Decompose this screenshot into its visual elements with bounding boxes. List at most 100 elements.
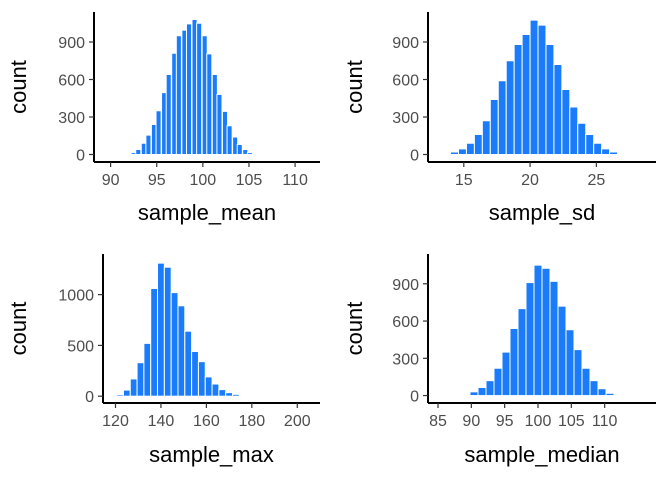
histogram-bar	[485, 380, 495, 397]
histogram-bar	[569, 106, 579, 155]
histogram-bar	[157, 262, 165, 397]
histogram-bar	[521, 34, 531, 155]
y-tick-label: 0	[410, 148, 419, 165]
histogram-bar	[150, 288, 159, 397]
histogram-bar	[461, 394, 471, 397]
x-tick-label: 25	[587, 172, 605, 189]
histogram-bar	[585, 134, 595, 155]
bars	[116, 262, 254, 397]
y-tick-label: 600	[58, 73, 85, 90]
histogram-bar	[609, 151, 619, 155]
histogram-bar	[116, 394, 124, 397]
histogram-bar	[191, 351, 199, 397]
histogram-bar	[197, 361, 206, 397]
y-tick-label: 600	[392, 314, 419, 331]
histogram-bar	[545, 44, 555, 155]
histogram-bar	[236, 144, 243, 155]
y-tick-label: 300	[392, 351, 419, 368]
y-tick-label: 1000	[58, 288, 94, 305]
histogram-bar	[136, 362, 145, 397]
histogram-bar	[617, 153, 627, 155]
x-tick-label: 90	[462, 413, 480, 430]
x-tick-label: 140	[148, 413, 175, 430]
histogram-bar	[206, 53, 213, 156]
x-tick-label: 120	[102, 413, 129, 430]
y-tick-label: 900	[392, 277, 419, 294]
histogram-bar	[155, 110, 162, 155]
histogram-bar	[473, 134, 483, 155]
x-tick-label: 110	[282, 172, 308, 189]
y-axis-title: count	[342, 60, 367, 114]
histogram-bar	[245, 395, 254, 397]
histogram-bar	[565, 329, 575, 397]
y-tick-label: 0	[76, 148, 85, 165]
histogram-bar	[557, 305, 567, 397]
histogram-bar	[497, 80, 507, 155]
histogram-bar	[597, 388, 607, 397]
histogram-panel-sample_sd: 0 300 600 900 15 20 25 sample_sd count	[342, 12, 656, 225]
histogram-bar	[605, 392, 615, 397]
y-axis-title: count	[342, 302, 367, 356]
x-tick-label: 180	[238, 413, 265, 430]
histogram-bar	[450, 151, 459, 155]
histogram-bar	[493, 367, 503, 397]
histogram-bar	[529, 19, 539, 156]
x-axis-title: sample_median	[464, 442, 619, 467]
histogram-bar	[165, 74, 172, 155]
histogram-bar	[218, 389, 227, 397]
histogram-bar	[185, 23, 193, 156]
histogram-bar	[204, 376, 213, 397]
histogram-bar	[537, 24, 547, 156]
histogram-bar	[509, 328, 519, 397]
x-tick-label: 110	[592, 413, 618, 430]
histogram-bar	[501, 351, 511, 397]
histogram-bar	[469, 391, 479, 397]
histogram-bar	[196, 22, 203, 155]
x-tick-label: 95	[148, 172, 166, 189]
y-tick-label: 900	[392, 35, 419, 52]
histogram-bar	[593, 142, 603, 155]
x-tick-label: 15	[455, 172, 473, 189]
histogram-bar	[601, 148, 611, 156]
histogram-bar	[505, 60, 515, 155]
histogram-bar	[533, 264, 543, 397]
histogram-bar	[216, 94, 223, 155]
histogram-bar	[122, 389, 131, 397]
x-tick-label: 90	[102, 172, 120, 189]
histogram-bar	[170, 292, 179, 397]
y-axis-title: count	[6, 60, 31, 114]
histogram-bar	[211, 383, 220, 397]
x-tick-label: 100	[189, 172, 216, 189]
x-axis-title: sample_mean	[138, 200, 276, 225]
histogram-bar	[561, 89, 571, 155]
x-tick-label: 200	[284, 413, 311, 430]
x-tick-label: 105	[236, 172, 263, 189]
histogram-bar	[513, 44, 523, 155]
histogram-bar	[232, 393, 240, 397]
histogram-panel-sample_mean: 0 300 600 900 90 95 100 105 110 sample_mean count	[6, 12, 320, 225]
histogram-bar	[549, 280, 559, 397]
histogram-bar	[184, 330, 193, 397]
histogram-bar	[589, 380, 599, 397]
histogram-bar	[135, 149, 142, 155]
histogram-bar	[125, 153, 132, 156]
x-tick-label: 95	[496, 413, 514, 430]
x-tick-label: 20	[521, 172, 539, 189]
bars	[461, 264, 615, 397]
bars	[125, 19, 259, 156]
y-tick-label: 300	[58, 110, 85, 127]
y-tick-label: 300	[392, 110, 419, 127]
histogram-bar	[477, 386, 487, 397]
y-axis-title: count	[6, 302, 31, 356]
histogram-bar	[225, 392, 234, 397]
histogram-bar	[145, 134, 152, 156]
histogram-panel-sample_max: 0 500 1000 120 140 160 180 200 sample_max count	[6, 254, 320, 467]
histogram-bar	[517, 308, 527, 397]
histogram-bar	[226, 125, 233, 155]
histogram-bar	[525, 282, 535, 397]
y-tick-label: 0	[410, 389, 419, 406]
histogram-bar	[129, 378, 138, 397]
x-tick-label: 100	[525, 413, 552, 430]
y-tick-label: 600	[392, 73, 419, 90]
x-axis-title: sample_sd	[489, 200, 595, 225]
